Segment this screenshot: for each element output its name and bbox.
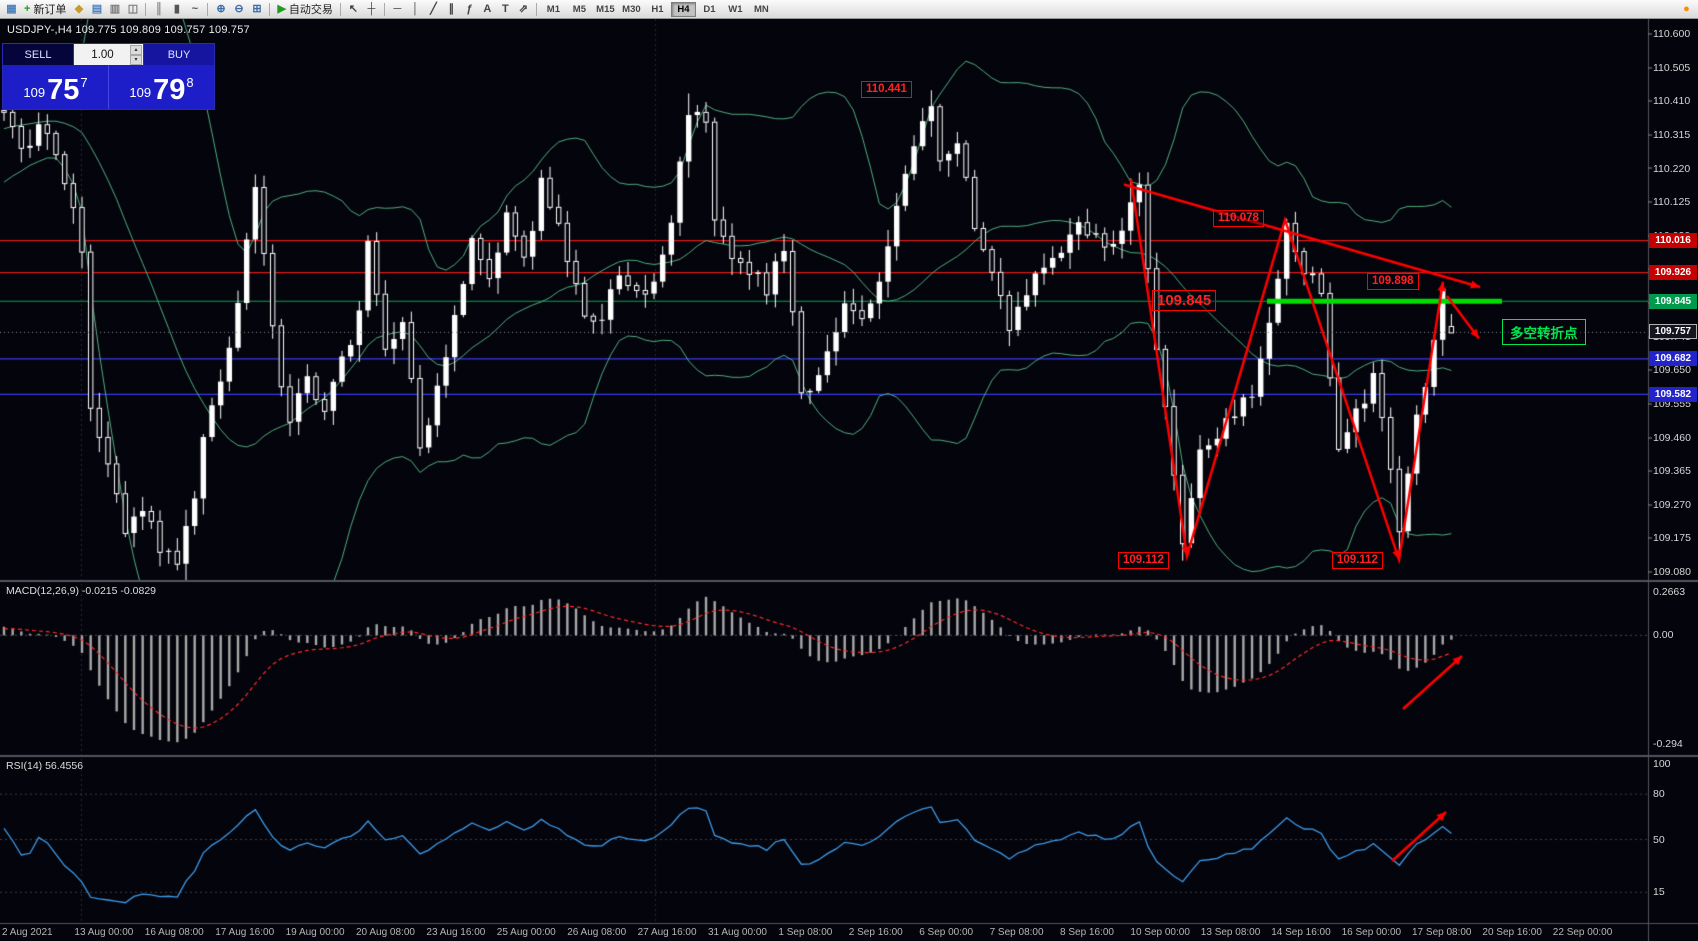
trendline-icon-glyph: ╱ [430, 2, 437, 15]
auto-trading-button[interactable]: ▶ 自动交易 [274, 1, 335, 17]
horizontal-line-icon[interactable]: ─ [389, 1, 406, 17]
sell-price-prefix: 109 [23, 85, 46, 100]
new-order-button-glyph: + [24, 2, 31, 15]
data-window-icon[interactable]: ▥ [106, 1, 123, 17]
tile-windows-icon[interactable]: ⊞ [248, 1, 265, 17]
auto-trading-button-glyph: ▶ [277, 2, 286, 15]
trade-widget-top-row: SELL ▴ ▾ BUY [3, 44, 214, 65]
sell-button[interactable]: SELL [3, 44, 73, 65]
toolbar-separator [145, 2, 147, 16]
alert-icon[interactable]: ● [1678, 1, 1695, 17]
timeframe-h1-button[interactable]: H1 [651, 3, 664, 15]
bar-chart-icon-glyph: ║ [155, 2, 163, 15]
arrows-icon[interactable]: ⇗ [515, 1, 532, 17]
timeframe-d1-button[interactable]: D1 [703, 3, 716, 15]
candlestick-chart-icon-glyph: ▮ [173, 2, 180, 15]
toolbar-separator [207, 2, 209, 16]
navigator-icon[interactable]: ◫ [124, 1, 141, 17]
auto-trading-button-label: 自动交易 [288, 4, 333, 16]
data-window-icon-glyph: ▥ [109, 2, 121, 15]
price-divider [108, 65, 109, 109]
new-chart-icon-glyph: ▦ [6, 2, 17, 15]
crosshair-icon[interactable]: ┼ [363, 1, 380, 17]
fibonacci-icon[interactable]: ƒ [461, 1, 478, 17]
fibonacci-icon-glyph: ƒ [466, 2, 473, 15]
toolbar: ▦ + 新订单 ◆ ▤ ▥ ◫ ║ ▮ ~ ⊕ ⊖ ⊞ ▶ 自动交易 ↖ ┼ ─ │ ╱ ∥ ƒ A T ⇗ M1 M5 M15 M30… [0, 0, 1698, 19]
new-chart-icon[interactable]: ▦ [3, 1, 20, 17]
market-watch-icon-glyph: ▤ [91, 2, 103, 15]
crosshair-icon-glyph: ┼ [367, 2, 376, 15]
cursor-icon-glyph: ↖ [348, 2, 359, 15]
buy-price-big: 79 [153, 74, 186, 106]
buy-price[interactable]: 109 79 8 [109, 65, 214, 109]
toolbar-separator [339, 2, 341, 16]
sell-price-pip: 7 [80, 75, 88, 90]
alert-icon-glyph: ● [1683, 2, 1690, 15]
volume-input[interactable] [74, 44, 143, 65]
timeframe-h4-button[interactable]: H4 [670, 1, 696, 17]
new-order-button-label: 新订单 [33, 4, 67, 16]
tile-windows-icon-glyph: ⊞ [252, 2, 262, 15]
navigator-icon-glyph: ◫ [127, 2, 139, 15]
timeframe-m1-button[interactable]: M1 [546, 3, 560, 15]
new-order-button[interactable]: + 新订单 [21, 1, 69, 17]
sell-price[interactable]: 109 75 7 [3, 65, 108, 109]
bar-chart-icon[interactable]: ║ [150, 1, 167, 17]
channel-icon-glyph: ∥ [448, 2, 455, 15]
cursor-icon[interactable]: ↖ [345, 1, 362, 17]
volume-down-button[interactable]: ▾ [130, 55, 142, 65]
candlestick-chart-icon[interactable]: ▮ [168, 1, 185, 17]
channel-icon[interactable]: ∥ [443, 1, 460, 17]
buy-button[interactable]: BUY [144, 44, 214, 65]
quote-line: USDJPY-,H4 109.775 109.809 109.757 109.7… [7, 24, 250, 36]
buy-price-pip: 8 [186, 75, 194, 90]
zoom-in-icon-glyph: ⊕ [216, 2, 226, 15]
text-icon[interactable]: A [479, 1, 496, 17]
vertical-line-icon[interactable]: │ [407, 1, 424, 17]
volume-spinner: ▴ ▾ [130, 45, 142, 65]
vertical-line-icon-glyph: │ [411, 2, 419, 15]
timeframe-m30-button[interactable]: M30 [622, 3, 641, 15]
metaeditor-icon[interactable]: ◆ [70, 1, 87, 17]
volume-up-button[interactable]: ▴ [130, 45, 142, 55]
line-chart-icon-glyph: ~ [191, 2, 199, 15]
metaeditor-icon-glyph: ◆ [74, 2, 84, 15]
zoom-out-icon-glyph: ⊖ [234, 2, 244, 15]
label-icon-glyph: T [502, 2, 509, 15]
line-chart-icon[interactable]: ~ [186, 1, 203, 17]
toolbar-separator [269, 2, 271, 16]
buy-price-prefix: 109 [129, 85, 152, 100]
toolbar-separator [535, 2, 537, 16]
trendline-icon[interactable]: ╱ [425, 1, 442, 17]
sell-price-big: 75 [47, 74, 80, 106]
horizontal-line-icon-glyph: ─ [393, 2, 402, 15]
text-icon-glyph: A [483, 2, 492, 15]
timeframe-m5-button[interactable]: M5 [572, 3, 586, 15]
timeframe-m15-button[interactable]: M15 [596, 3, 615, 15]
toolbar-separator [383, 2, 385, 16]
zoom-out-icon[interactable]: ⊖ [230, 1, 247, 17]
market-watch-icon[interactable]: ▤ [88, 1, 105, 17]
volume-field: ▴ ▾ [73, 44, 144, 65]
timeframe-mn-button[interactable]: MN [754, 3, 769, 15]
arrows-icon-glyph: ⇗ [518, 2, 529, 15]
zoom-in-icon[interactable]: ⊕ [212, 1, 229, 17]
label-icon[interactable]: T [497, 1, 514, 17]
timeframe-w1-button[interactable]: W1 [728, 3, 743, 15]
trade-widget-price-row: 109 75 7 109 79 8 [3, 65, 214, 109]
